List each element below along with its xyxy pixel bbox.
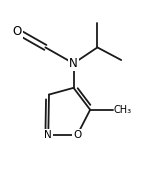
Text: O: O [73,130,81,140]
Text: O: O [13,25,22,38]
Text: N: N [44,130,52,140]
Text: CH₃: CH₃ [114,105,132,115]
Text: N: N [69,57,78,70]
